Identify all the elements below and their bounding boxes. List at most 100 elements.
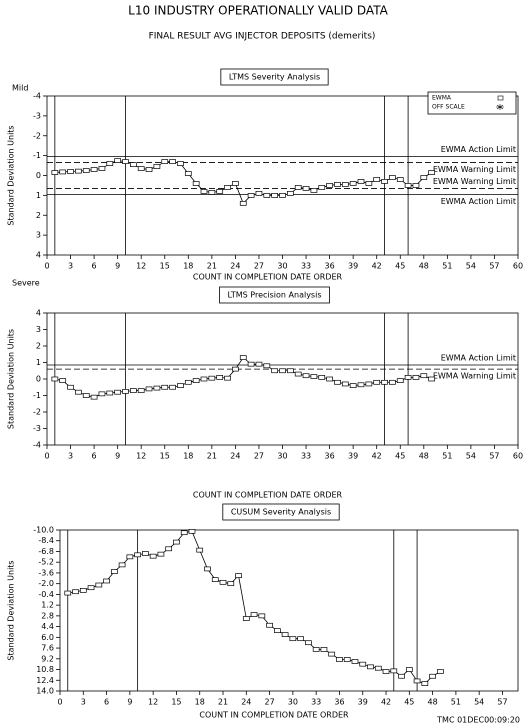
y-tick-label: -3 (33, 424, 41, 433)
data-point (173, 539, 180, 545)
y-tick-label: 2.8 (41, 611, 54, 620)
data-point (169, 384, 176, 390)
x-tick-label: 15 (160, 262, 170, 271)
data-point (328, 651, 336, 657)
data-point (95, 582, 103, 588)
y-tick-label: -3 (33, 111, 41, 120)
y-tick-label: 2 (36, 342, 41, 351)
x-tick-label: 51 (451, 698, 461, 707)
limit-label: EWMA Action Limit (441, 145, 516, 154)
data-point (188, 528, 196, 534)
x-tick-label: 48 (428, 698, 438, 707)
data-point (184, 171, 192, 176)
data-point (381, 379, 388, 385)
data-point (404, 375, 412, 380)
y-tick-label: -2 (33, 408, 41, 417)
data-point (326, 376, 333, 382)
data-point (103, 578, 110, 584)
data-point (90, 394, 98, 400)
data-point (106, 161, 114, 166)
y-tick-label: 9.2 (41, 654, 54, 663)
x-tick-label: 9 (115, 452, 120, 461)
data-point (130, 162, 137, 167)
data-point (122, 159, 129, 164)
data-point (381, 179, 388, 184)
data-point (349, 383, 357, 388)
data-point (232, 181, 239, 186)
data-point (365, 381, 373, 387)
x-tick-label: 57 (489, 262, 499, 271)
data-point (287, 368, 294, 374)
data-point (149, 553, 157, 559)
data-point (90, 167, 98, 172)
data-point (235, 573, 242, 578)
x-tick-label: 30 (277, 452, 287, 461)
x-tick-label: 33 (301, 262, 311, 271)
data-point (110, 569, 118, 574)
data-point (122, 389, 129, 394)
data-point (59, 169, 67, 175)
data-point (302, 373, 310, 379)
y-tick-label: 0 (36, 375, 41, 384)
x-tick-label: 42 (381, 698, 391, 707)
y-tick-label: 4 (36, 309, 41, 318)
y-axis-label: Standard Deviation Units (7, 125, 16, 225)
data-point (255, 361, 263, 367)
x-tick-label: 27 (264, 698, 274, 707)
x-tick-label: 39 (348, 452, 358, 461)
x-tick-label: 21 (218, 698, 228, 707)
x-tick-label: 60 (513, 452, 523, 461)
y-tick-label: 3 (36, 325, 41, 334)
data-point (87, 585, 95, 591)
data-point (67, 384, 74, 390)
y-axis-label: Standard Deviation Units (7, 560, 16, 660)
x-tick-label: 45 (395, 452, 405, 461)
x-tick-label: 6 (104, 698, 109, 707)
x-tick-label: 24 (241, 698, 251, 707)
x-tick-label: 54 (466, 452, 476, 461)
data-point (357, 382, 365, 388)
x-axis-label: COUNT IN COMPLETION DATE ORDER (193, 491, 343, 500)
y-tick-label: 7.6 (41, 644, 54, 653)
data-point (373, 379, 381, 385)
data-point (216, 189, 224, 194)
x-tick-label: 60 (513, 262, 523, 271)
x-tick-label: 18 (195, 698, 205, 707)
data-point (165, 546, 173, 552)
data-point (429, 673, 436, 679)
data-point (396, 378, 404, 383)
data-point (118, 562, 126, 568)
y-tick-label: 1 (36, 358, 41, 367)
y-tick-label: 4.4 (41, 622, 54, 631)
x-tick-label: 33 (301, 452, 311, 461)
y-tick-label: -1 (33, 151, 41, 160)
data-point (294, 185, 302, 190)
y-tick-label: 2 (36, 211, 41, 220)
data-point (310, 374, 318, 379)
data-point (404, 183, 412, 188)
x-tick-label: 21 (207, 452, 217, 461)
data-point (82, 393, 90, 398)
data-point (239, 200, 247, 206)
data-point (420, 373, 428, 379)
y-tick-label: -4 (33, 441, 41, 450)
x-tick-label: 27 (254, 452, 264, 461)
data-point (274, 628, 281, 633)
x-tick-label: 27 (254, 262, 264, 271)
data-point (247, 193, 255, 198)
top-note: Mild (12, 84, 28, 93)
data-point (98, 166, 106, 171)
x-tick-label: 54 (474, 698, 484, 707)
y-tick-label: 6.0 (41, 633, 54, 642)
data-point (263, 363, 271, 369)
x-tick-label: 48 (419, 262, 429, 271)
data-point (64, 590, 72, 596)
panel-title-box (222, 503, 340, 521)
data-point (365, 181, 373, 186)
data-point (200, 189, 208, 194)
data-point (271, 193, 278, 198)
data-point (137, 166, 145, 171)
data-point (405, 667, 413, 672)
data-point (255, 191, 263, 196)
data-point (208, 375, 216, 381)
